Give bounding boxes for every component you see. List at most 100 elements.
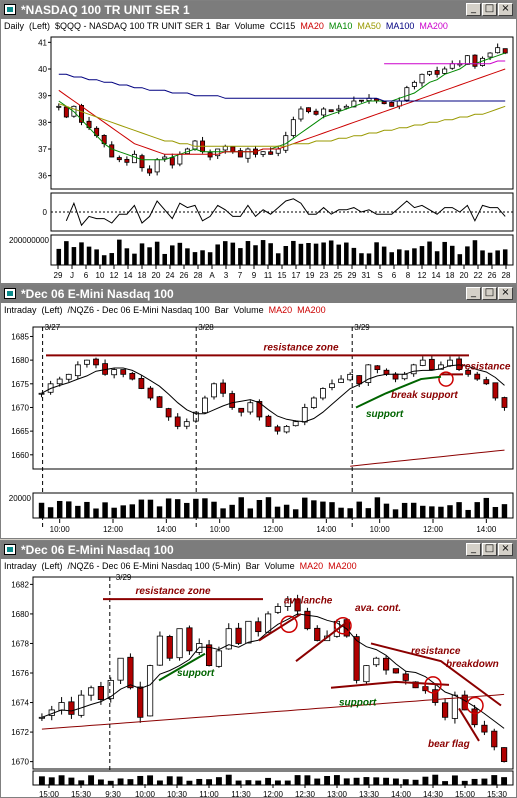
support-line-green — [158, 652, 206, 682]
x-tick-label: S — [377, 271, 382, 280]
candle-body — [465, 369, 472, 375]
candle-body — [129, 372, 136, 380]
candle-body — [238, 407, 245, 413]
x-tick-label: 22 — [474, 271, 483, 280]
volume-bar — [329, 502, 335, 518]
x-tick-label: 12 — [110, 271, 119, 280]
candle-body — [374, 365, 381, 370]
candle-body — [229, 393, 236, 408]
price-chart-5min[interactable]: 16821680167816761674167216703/29resistan… — [1, 573, 516, 797]
ava-cont-circle — [334, 616, 352, 635]
volume-bar — [238, 248, 243, 265]
volume-bar — [495, 250, 500, 265]
x-tick-label: 14:30 — [423, 790, 444, 797]
candle-body — [427, 71, 433, 75]
volume-bar — [253, 245, 258, 265]
volume-bar — [78, 780, 85, 785]
candle-body — [343, 619, 350, 637]
volume-bar — [401, 502, 408, 518]
volume-bar — [314, 778, 321, 785]
volume-bar — [481, 778, 488, 785]
volume-bar — [102, 502, 108, 518]
volume-bar — [311, 500, 317, 518]
candle-body — [383, 369, 390, 375]
x-tick-label: 14 — [432, 271, 441, 280]
x-tick-label: 14:00 — [476, 525, 497, 534]
volume-bar — [383, 503, 390, 518]
candle-body — [428, 358, 435, 371]
price-chart-intraday[interactable]: 1685 1680 1675 1670 1665 1660 3/27 3/28 3/29 resi… — [1, 317, 516, 539]
volume-bar — [304, 775, 311, 785]
volume-bar — [306, 242, 311, 265]
candle-body — [97, 686, 105, 700]
candle-body — [404, 87, 410, 101]
y-tick-label: 1680 — [11, 610, 29, 619]
annotation-support: support — [366, 409, 404, 420]
volume-bar — [336, 244, 342, 265]
ma-line-ma20 — [41, 364, 505, 423]
candle-body — [294, 598, 301, 612]
y-tick-label: 1660 — [11, 451, 29, 460]
volume-bar — [501, 777, 508, 785]
x-tick-label: 10:30 — [167, 790, 188, 797]
title-bar[interactable]: *Dec 06 E-Mini Nasdaq 100 _ □ × — [1, 285, 516, 303]
annotation-breakdown: breakdown — [446, 659, 499, 670]
candle-body — [483, 379, 490, 385]
candle-body — [120, 369, 127, 375]
candle-body — [365, 364, 372, 384]
volume-bar — [397, 249, 402, 265]
volume-bar — [328, 240, 334, 265]
maximize-button[interactable]: □ — [482, 287, 497, 300]
minimize-button[interactable]: _ — [466, 287, 481, 300]
volume-bar — [456, 502, 462, 518]
volume-bar — [442, 241, 447, 265]
candle-body — [84, 359, 90, 365]
x-tick-label: 12:30 — [295, 790, 316, 797]
candle-body — [432, 689, 439, 703]
volume-bar — [200, 250, 205, 265]
candle-body — [186, 627, 193, 652]
volume-bar — [461, 780, 468, 785]
candle-body — [169, 157, 175, 166]
annotation-support-right: support — [339, 697, 377, 708]
volume-bar — [235, 780, 242, 785]
maximize-button[interactable]: □ — [482, 543, 497, 556]
candle-body — [78, 694, 85, 716]
candle-body — [235, 627, 242, 644]
volume-bar — [420, 505, 426, 518]
volume-bar — [324, 775, 331, 785]
minimize-button[interactable]: _ — [466, 3, 481, 16]
candle-body — [502, 48, 508, 54]
close-button[interactable]: × — [498, 3, 513, 16]
window-title: *Dec 06 E-Mini Nasdaq 100 — [21, 543, 174, 557]
cci-line — [65, 198, 506, 227]
volume-bar — [465, 246, 470, 265]
volume-bar — [392, 509, 399, 518]
candle-body — [215, 650, 223, 667]
volume-bar — [492, 506, 499, 518]
volume-bar — [86, 246, 92, 265]
session-date-label: 3/27 — [45, 323, 61, 332]
title-bar[interactable]: *NASDAQ 100 TR UNIT SER 1 _ □ × — [1, 1, 516, 19]
plot-area — [32, 576, 514, 770]
x-tick-label: 6 — [84, 271, 89, 280]
title-bar[interactable]: *Dec 06 E-Mini Nasdaq 100 _ □ × — [1, 541, 516, 559]
candle-body — [411, 81, 417, 87]
x-tick-label: 7 — [238, 271, 243, 280]
annotation-support-left: support — [177, 668, 215, 679]
y-tick-label: 1665 — [11, 427, 29, 436]
volume-bar — [434, 251, 440, 265]
maximize-button[interactable]: □ — [482, 3, 497, 16]
volume-bar — [206, 779, 213, 785]
close-button[interactable]: × — [498, 287, 513, 300]
volume-bar — [38, 502, 45, 518]
volume-bar — [338, 507, 344, 518]
volume-bar — [284, 780, 291, 785]
candle-body — [93, 358, 99, 366]
minimize-button[interactable]: _ — [466, 543, 481, 556]
candle-body — [222, 145, 228, 151]
ma-line-ma10 — [58, 52, 506, 161]
close-button[interactable]: × — [498, 543, 513, 556]
x-tick-label: A — [209, 271, 215, 280]
